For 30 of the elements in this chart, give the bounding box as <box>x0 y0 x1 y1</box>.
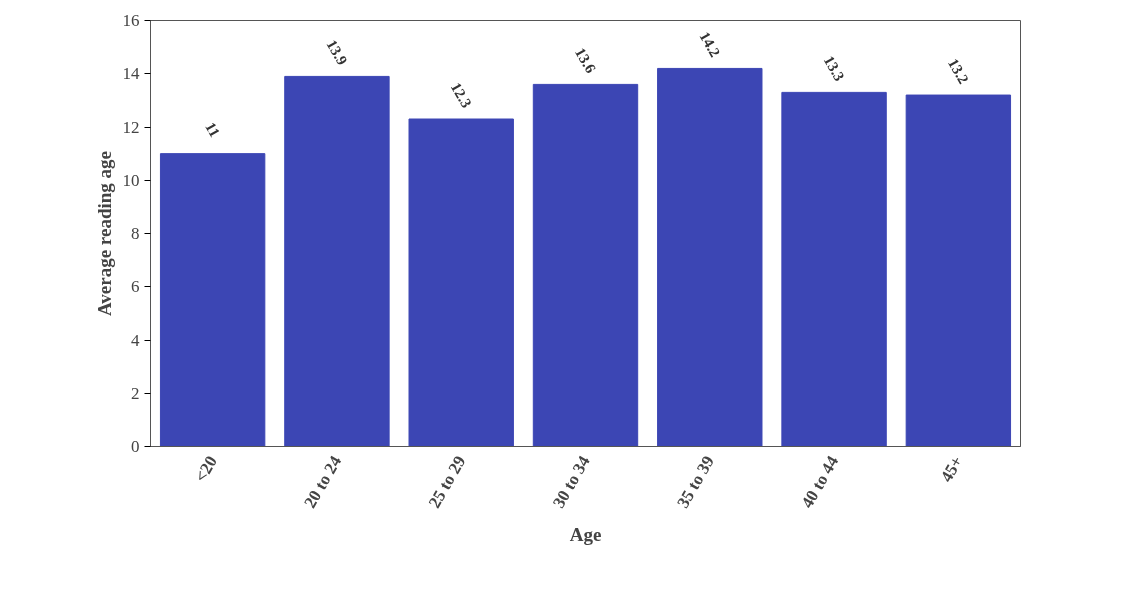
data-label: 13.9 <box>323 37 351 68</box>
x-tick-label: 35 to 39 <box>673 452 719 512</box>
x-tick-label: <20 <box>191 452 221 486</box>
data-label: 13.3 <box>820 53 848 84</box>
bar <box>905 94 1012 447</box>
y-tick-label: 14 <box>122 64 140 84</box>
data-label: 13.6 <box>572 45 600 77</box>
data-label: 11 <box>202 119 224 140</box>
y-tick-label: 2 <box>131 383 140 403</box>
y-axis-title: Average reading age <box>93 151 115 316</box>
y-tick-label: 12 <box>122 117 140 137</box>
y-tick-label: 0 <box>131 437 140 456</box>
y-tick-label: 4 <box>131 330 140 350</box>
x-tick-label: 20 to 24 <box>300 452 346 512</box>
y-tick-label: 8 <box>131 224 140 243</box>
x-tick-label: 25 to 29 <box>424 452 470 512</box>
bar <box>159 153 266 447</box>
bar <box>532 83 639 447</box>
bar <box>781 91 887 447</box>
y-tick-label: 10 <box>122 170 140 190</box>
x-axis-title: Age <box>569 524 602 546</box>
x-tick-label: 45+ <box>936 452 967 486</box>
bar <box>284 75 390 447</box>
data-label: 12.3 <box>447 79 475 111</box>
x-tick-label: 30 to 34 <box>548 452 594 512</box>
y-tick-label: 6 <box>131 277 140 297</box>
bar <box>657 67 763 447</box>
y-tick-label: 16 <box>122 11 140 30</box>
x-tick-label: 40 to 44 <box>797 452 843 512</box>
bar <box>408 118 514 447</box>
